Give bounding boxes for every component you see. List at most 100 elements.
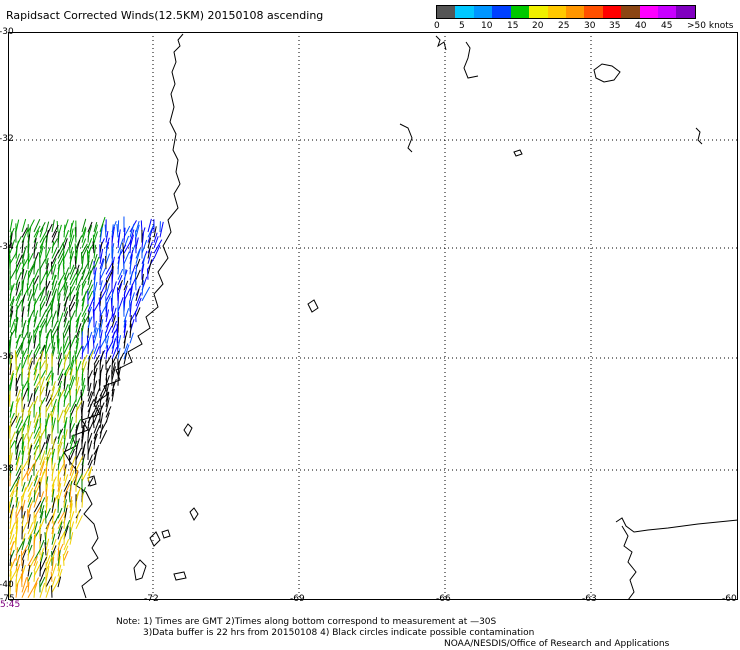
wind-vector [20,550,23,566]
wind-vector [105,406,112,418]
wind-vector [99,319,104,333]
wind-vector [21,218,27,233]
wind-vector [15,402,18,418]
wind-vector [87,391,94,408]
wind-vector [57,373,64,386]
colorbar-segment [473,6,493,18]
wind-vector [51,264,57,280]
wind-vector [27,401,34,413]
wind-vector [99,393,102,407]
wind-vector [21,354,29,370]
wind-vector [9,483,18,498]
wind-vector [63,545,69,556]
wind-vector [21,441,25,455]
wind-vector [50,329,53,344]
wind-vector [15,555,20,572]
wind-vector [135,288,140,302]
wind-vector [111,388,115,402]
cb-label: 45 [661,21,673,31]
colorbar-segment [621,6,640,18]
wind-vector [75,447,82,461]
wind-vector [27,536,33,551]
lon-tick-label: -75 [0,594,15,604]
wind-vector [57,519,63,530]
wind-vector [33,357,41,371]
wind-vector [9,440,16,450]
wind-vector [99,248,104,264]
wind-vector [75,345,83,360]
wind-vector [9,363,13,376]
wind-vector [15,264,18,280]
wind-vector [33,586,36,598]
wind-vector [135,307,141,317]
wind-vector [57,247,64,259]
wind-vector [15,281,21,296]
wind-vector [9,295,15,307]
wind-speed-colorbar [436,5,696,19]
lon-tick-label: -63 [582,594,597,604]
wind-vector [15,316,18,333]
wind-vector [51,280,58,296]
wind-vector [123,269,127,286]
wind-vector [75,412,78,423]
wind-vector [44,510,47,524]
wind-vector [21,323,25,339]
wind-vector [87,259,94,275]
wind-vector [39,344,46,355]
wind-vector [87,270,92,286]
wind-vector [105,392,110,407]
wind-vector [27,243,30,259]
wind-vector [27,525,36,540]
wind-vector [57,302,61,317]
wind-vector [69,376,76,392]
wind-vector [63,496,66,508]
wind-vector [87,417,91,429]
wind-vector [105,268,113,280]
wind-vector [69,264,75,275]
wind-vector [27,443,33,455]
wind-vector [63,402,70,413]
wind-vector [45,443,49,455]
wind-vector [21,549,27,561]
wind-vector [87,231,90,243]
wind-vector [87,221,93,233]
wind-vector [21,259,25,275]
wind-vector [63,281,68,296]
coastline-atlantic-inlet [621,525,637,600]
wind-vector [51,372,54,386]
wind-vector [21,433,24,450]
wind-vector [69,228,74,243]
wind-vector [27,581,30,593]
colorbar-segment [639,6,659,18]
wind-vector [93,396,98,408]
wind-vector [141,239,148,254]
colorbar-segment [455,6,474,18]
wind-vector [57,346,62,360]
wind-vector [45,434,49,445]
wind-vector [15,279,19,291]
wind-vector [57,385,61,397]
wind-vector [39,511,44,524]
wind-vector [116,338,119,354]
wind-map-svg [8,32,738,600]
wind-vector [21,481,26,492]
note-line-2: 3)Data buffer is 22 hrs from 20150108 4)… [143,628,535,638]
wind-vector [93,327,99,344]
wind-vector [99,227,103,243]
wind-vector [27,293,34,307]
wind-vector [141,286,151,302]
wind-vector [141,233,144,248]
wind-vector [69,398,77,413]
grid-lines [8,32,738,600]
wind-vector [39,270,48,286]
wind-vector [15,293,22,307]
wind-vector [147,251,152,264]
lat-tick-label: -38 [0,464,14,474]
wind-vector [27,277,35,291]
wind-vector [9,318,16,333]
wind-vector [44,542,47,556]
wind-vector [69,368,73,381]
wind-vector [15,344,23,360]
wind-vector [27,301,31,317]
wind-vector [123,343,129,355]
